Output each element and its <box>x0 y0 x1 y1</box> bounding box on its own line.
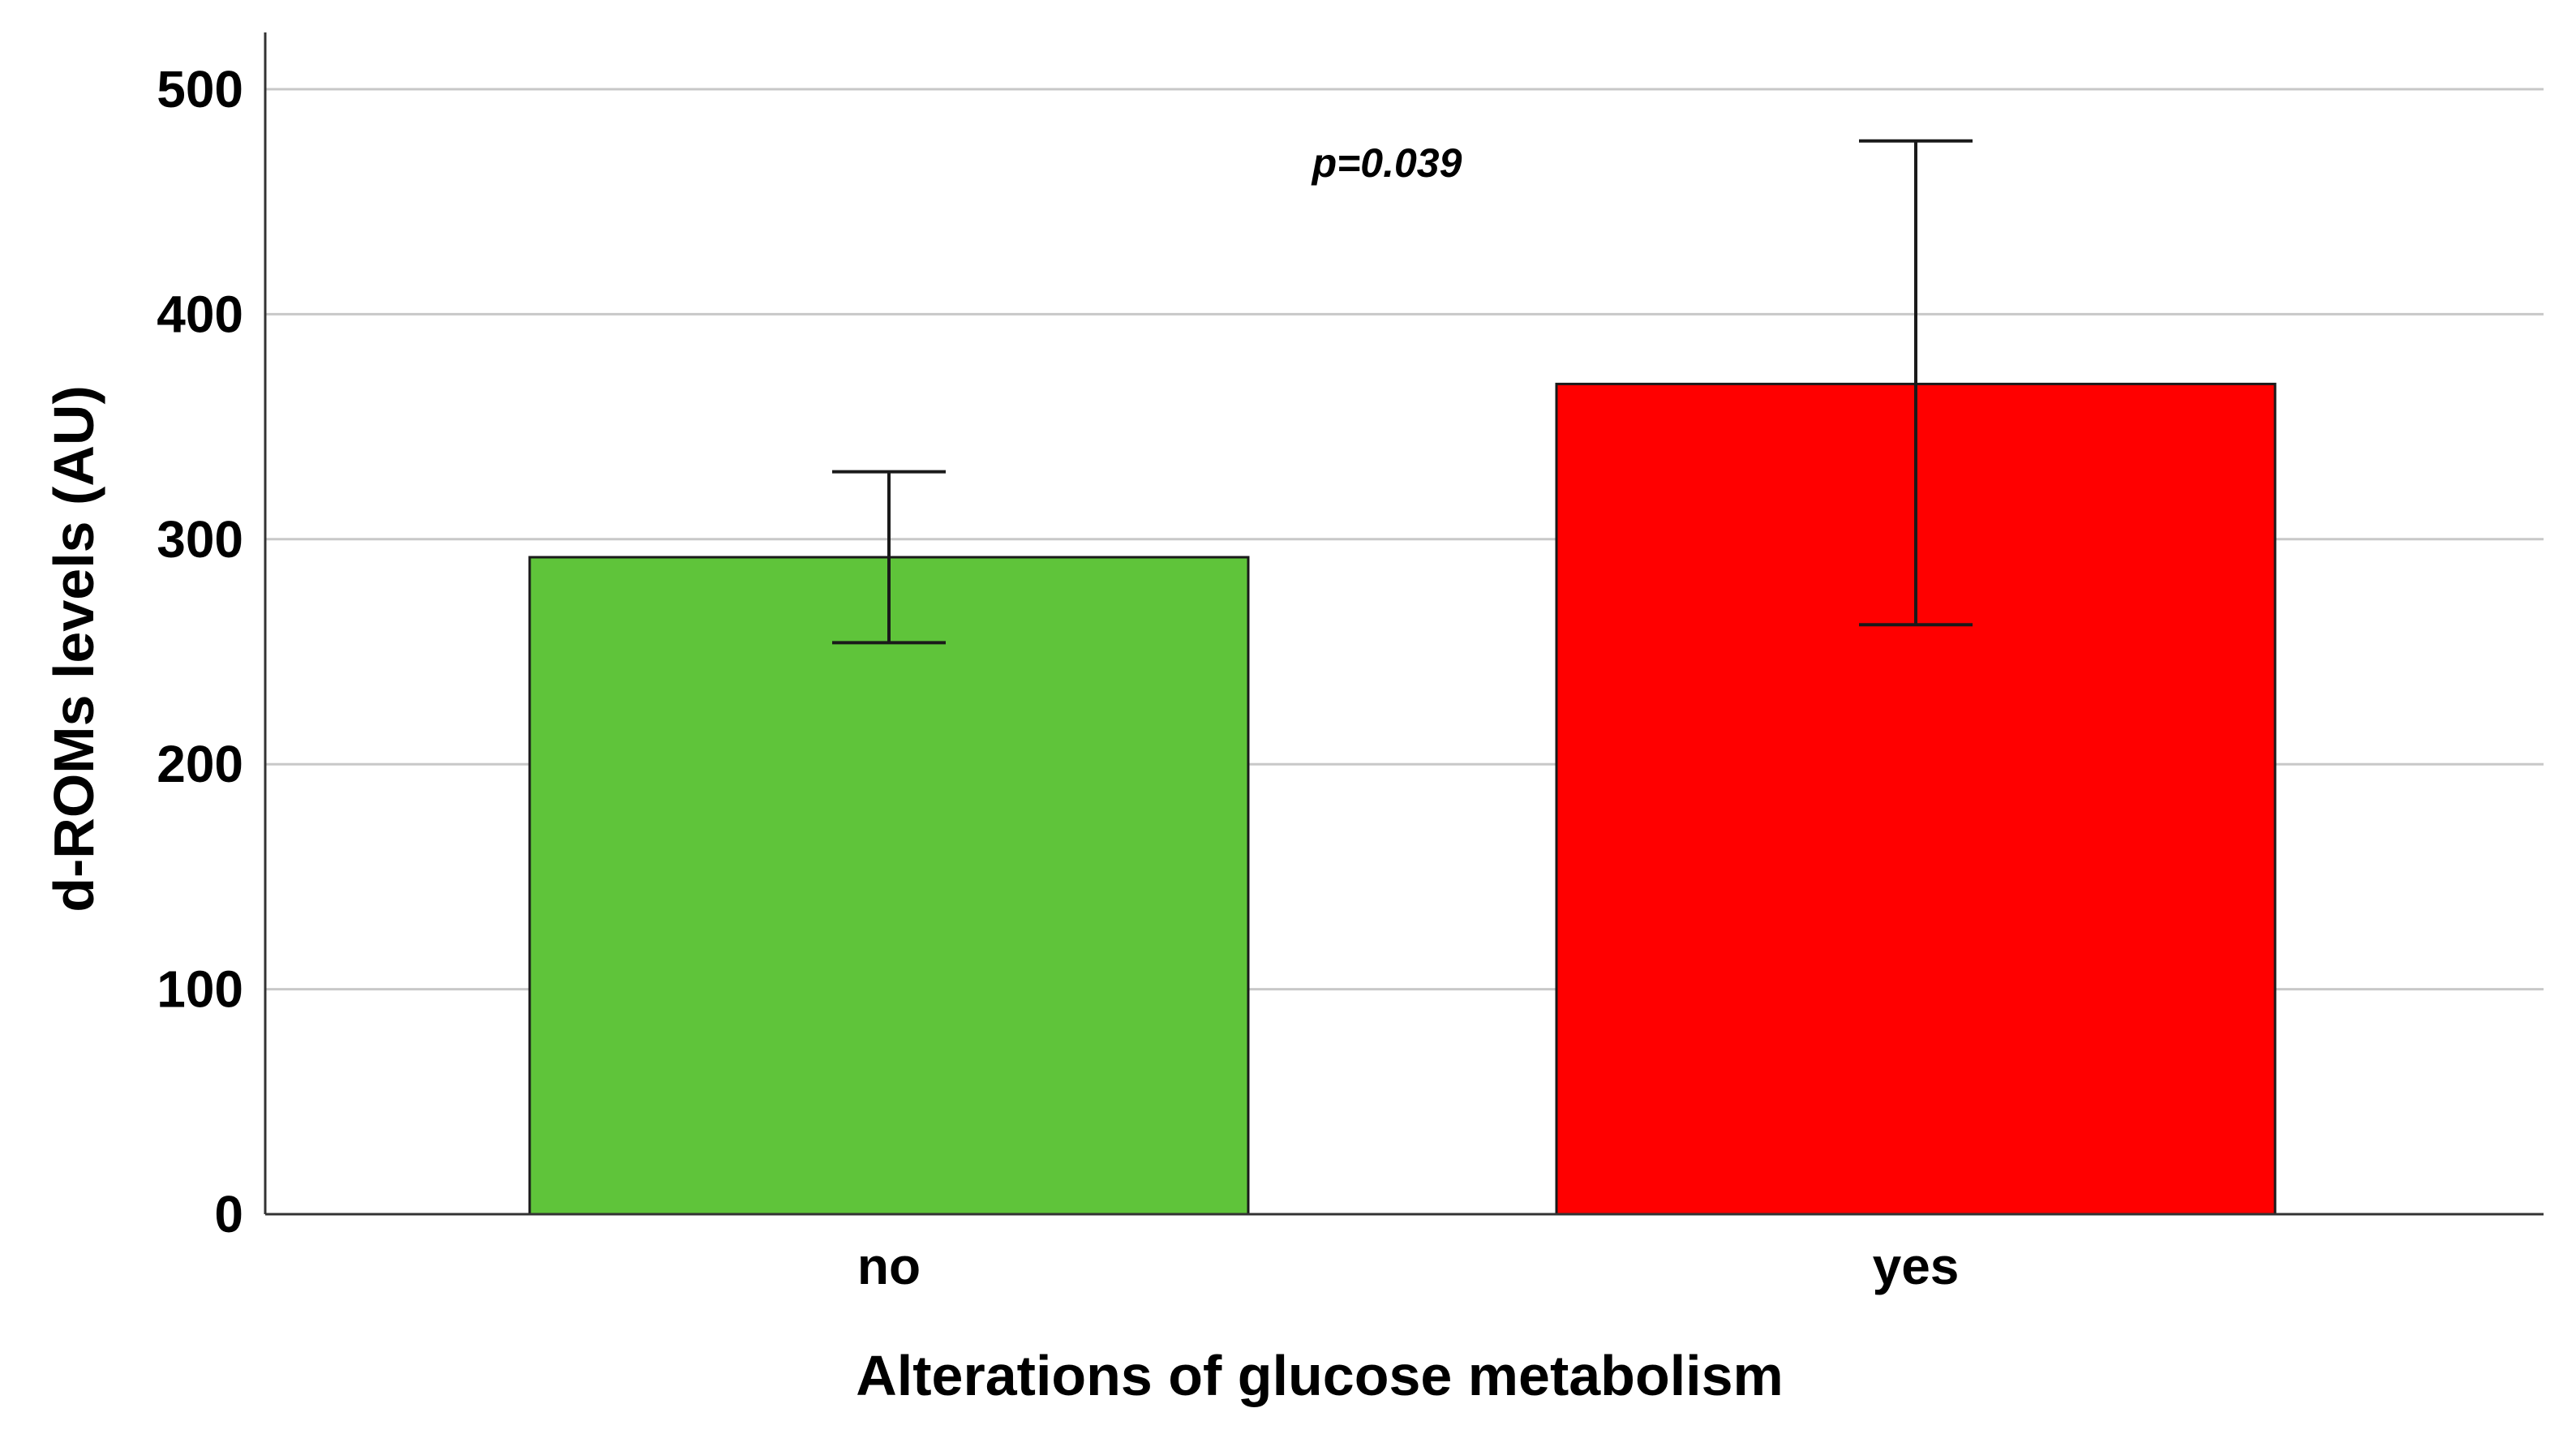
y-tick-label: 400 <box>157 285 243 343</box>
x-axis-title: Alterations of glucose metabolism <box>856 1344 1784 1407</box>
y-tick-label: 500 <box>157 60 243 118</box>
y-tick-label: 100 <box>157 960 243 1019</box>
bars <box>528 382 2277 1216</box>
p-value-annotation: p=0.039 <box>1311 140 1462 186</box>
y-tick-label: 200 <box>157 735 243 793</box>
y-tick-label: 300 <box>157 510 243 569</box>
axes <box>264 32 2544 1216</box>
y-tick-label: 0 <box>214 1185 243 1243</box>
x-tick-labels: no yes <box>857 1237 1959 1295</box>
y-axis-title: d-ROMs levels (AU) <box>42 385 105 912</box>
error-bars <box>832 139 1973 645</box>
bar-no <box>528 556 1250 1216</box>
x-tick-label-no: no <box>857 1237 921 1295</box>
y-tick-labels: 0 100 200 300 400 500 <box>157 60 243 1243</box>
x-tick-label-yes: yes <box>1873 1237 1960 1295</box>
